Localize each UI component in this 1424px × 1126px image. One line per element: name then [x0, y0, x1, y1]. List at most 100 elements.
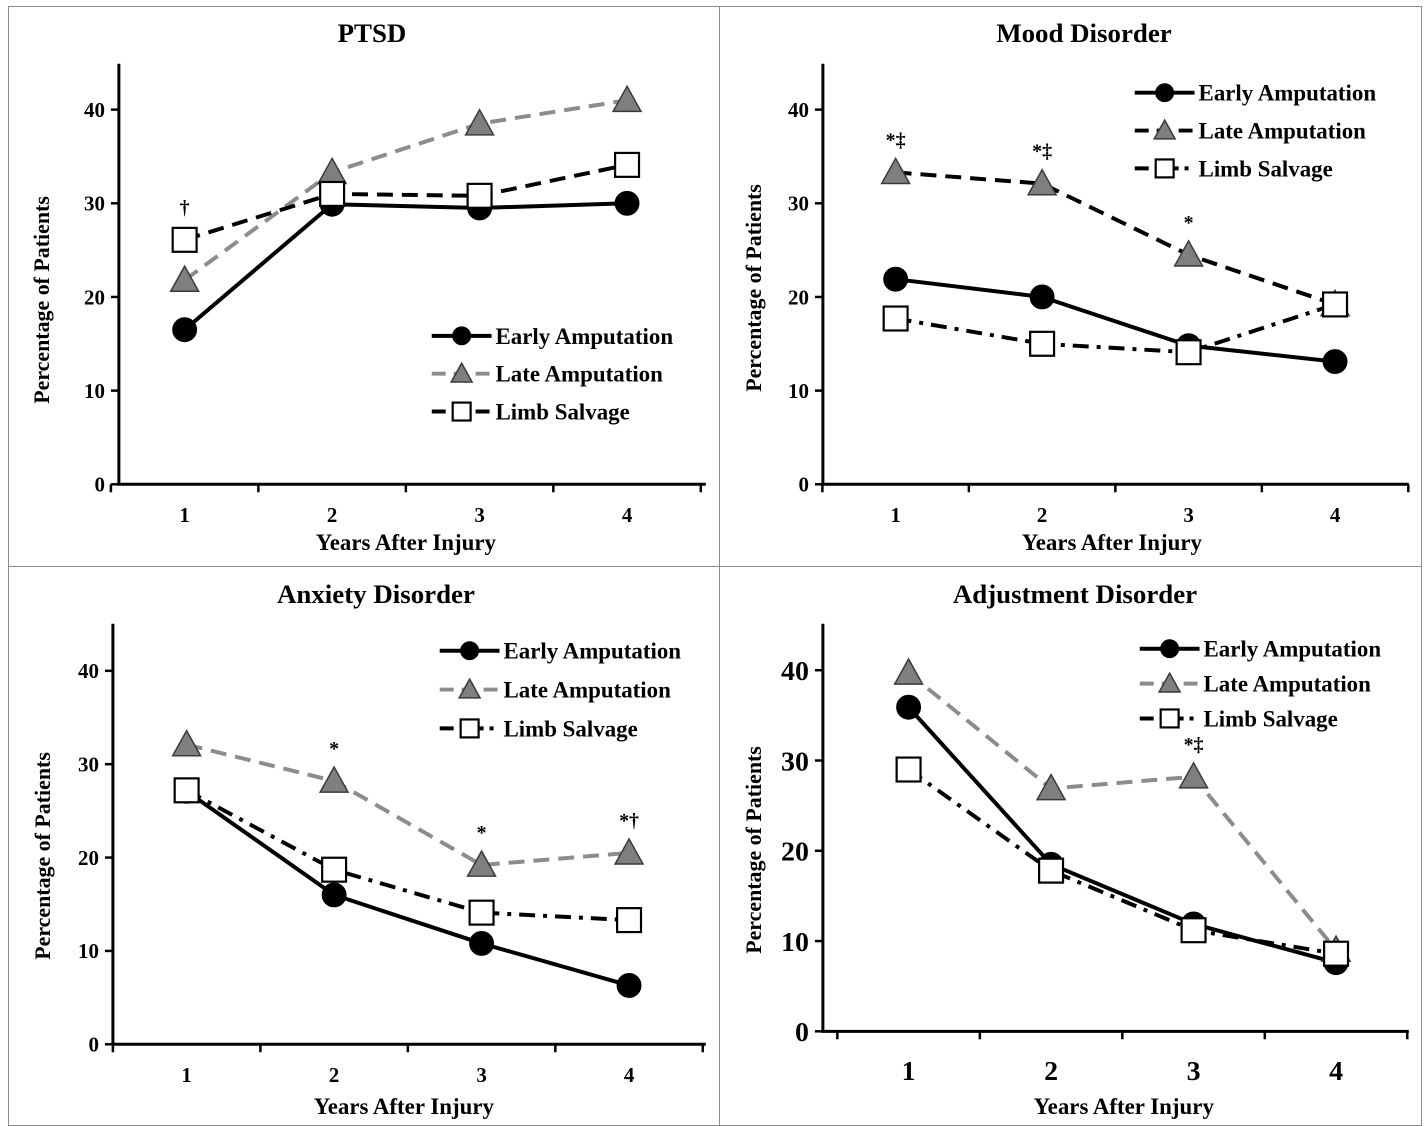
- y-tick-label: 30: [781, 746, 809, 777]
- y-tick-label: 40: [781, 656, 809, 687]
- legend-item: Limb Salvage: [431, 400, 630, 425]
- legend: Early Amputation Late Amputation Limb Salv…: [431, 324, 674, 425]
- y-tick-label: 0: [88, 1033, 98, 1057]
- legend-label: Limb Salvage: [504, 716, 638, 741]
- y-tick-label: 30: [84, 192, 105, 216]
- significance-annotation: *†: [619, 810, 639, 832]
- chart-title: Mood Disorder: [996, 18, 1172, 48]
- y-tick-label: 40: [84, 98, 105, 122]
- significance-annotation: *: [1184, 212, 1194, 234]
- legend-item: Early Amputation: [431, 324, 674, 349]
- data-point: [468, 899, 495, 926]
- chart-anxiety-disorder: Anxiety Disorder Years After Injury Perc…: [30, 579, 706, 1119]
- chart-title: Anxiety Disorder: [277, 579, 475, 609]
- legend-marker: [1152, 118, 1177, 140]
- series-line: [183, 201, 628, 332]
- legend-item: Limb Salvage: [1139, 706, 1338, 731]
- series-line: [184, 162, 628, 242]
- series-limb-salvage: [173, 777, 643, 934]
- legend-marker: [1155, 83, 1175, 103]
- plot-area: 0 10 20 30 40 1 2 3 4 *‡ *‡ * Early Amputation Late A…: [788, 63, 1410, 527]
- legend-marker: [1160, 639, 1180, 659]
- data-point: [614, 190, 640, 216]
- legend-marker: [449, 361, 474, 383]
- x-tick-label: 1: [902, 1056, 916, 1087]
- y-tick-label: 10: [781, 927, 809, 958]
- y-axis-label: Percentage of Patients: [30, 752, 55, 960]
- series-early-amputation: [172, 190, 640, 343]
- data-point: [466, 182, 493, 209]
- legend-label: Limb Salvage: [496, 400, 630, 425]
- legend-marker: [459, 718, 480, 739]
- y-tick-label: 0: [94, 473, 104, 497]
- y-axis-label: Percentage of Patients: [741, 184, 766, 392]
- legend-label: Early Amputation: [496, 324, 674, 349]
- series-late-amputation: [880, 156, 1351, 317]
- legend-label: Late Amputation: [1199, 119, 1367, 144]
- x-tick-label: 4: [1330, 503, 1341, 527]
- series-early-amputation: [174, 778, 642, 998]
- data-point: [469, 930, 495, 956]
- significance-annotation: *‡: [1032, 141, 1052, 163]
- y-tick-label: 0: [798, 473, 808, 497]
- series-line: [186, 742, 630, 868]
- legend-marker: [1159, 708, 1180, 729]
- series-line: [183, 98, 628, 282]
- plot-area: 0 10 20 30 40 1 2 3 4 *‡ Early Amputation Late Ampu…: [781, 623, 1409, 1087]
- data-point: [615, 907, 643, 934]
- data-point: [1322, 291, 1349, 318]
- x-tick-label: 1: [181, 1063, 191, 1087]
- data-point: [316, 156, 348, 185]
- data-point: [896, 694, 922, 720]
- series-line: [895, 302, 1336, 355]
- data-point: [880, 156, 911, 185]
- significance-annotation: *: [329, 738, 339, 760]
- legend-label: Limb Salvage: [1204, 706, 1338, 731]
- data-point: [616, 973, 642, 998]
- data-point: [614, 151, 641, 178]
- x-tick-label: 3: [1187, 1056, 1201, 1087]
- data-point: [883, 266, 909, 292]
- data-point: [893, 657, 924, 685]
- legend-item: Early Amputation: [1134, 81, 1377, 106]
- x-axis-label: Years After Injury: [316, 530, 497, 555]
- x-tick-label: 3: [476, 1063, 486, 1087]
- legend-item: Late Amputation: [431, 361, 663, 387]
- data-point: [172, 317, 198, 343]
- y-axis-label: Percentage of Patients: [29, 196, 54, 404]
- x-tick-label: 1: [179, 503, 189, 527]
- x-tick-label: 4: [622, 503, 633, 527]
- series-limb-salvage: [171, 151, 641, 253]
- x-tick-label: 2: [329, 1063, 339, 1087]
- y-tick-label: 20: [78, 846, 99, 870]
- data-point: [1035, 773, 1067, 801]
- data-point: [613, 837, 645, 865]
- x-tick-label: 4: [1329, 1056, 1343, 1087]
- data-point: [464, 108, 495, 136]
- x-tick-label: 3: [1183, 503, 1193, 527]
- legend-marker: [451, 401, 472, 422]
- legend-label: Early Amputation: [1199, 81, 1377, 106]
- legend-item: Limb Salvage: [1134, 156, 1333, 181]
- data-point: [173, 777, 200, 804]
- chart-panel-mood-disorder: Mood Disorder Years After Injury Percent…: [719, 6, 1422, 567]
- data-point: [1322, 940, 1350, 967]
- chart-adjustment-disorder: Adjustment Disorder Years After Injury P…: [741, 579, 1409, 1119]
- series-line: [895, 170, 1336, 307]
- legend-label: Limb Salvage: [1199, 156, 1333, 181]
- axes: 0 10 20 30 40 1 2 3 4: [788, 63, 1410, 527]
- y-axis-label: Percentage of Patients: [741, 746, 766, 954]
- series-line: [907, 671, 1338, 952]
- data-point: [611, 84, 643, 113]
- chart-mood-disorder: Mood Disorder Years After Injury Percent…: [741, 18, 1410, 555]
- series-limb-salvage: [882, 291, 1349, 366]
- x-axis-label: Years After Injury: [1034, 1094, 1215, 1119]
- y-tick-label: 10: [78, 939, 99, 963]
- legend-marker: [457, 677, 482, 699]
- legend-item: Late Amputation: [1139, 671, 1371, 697]
- legend-label: Early Amputation: [504, 639, 682, 664]
- series-late-amputation: [893, 657, 1352, 962]
- chart-ptsd: PTSD Years After Injury Percentage of Pa…: [29, 18, 706, 555]
- x-tick-label: 2: [1044, 1056, 1058, 1087]
- legend-marker: [1154, 158, 1175, 179]
